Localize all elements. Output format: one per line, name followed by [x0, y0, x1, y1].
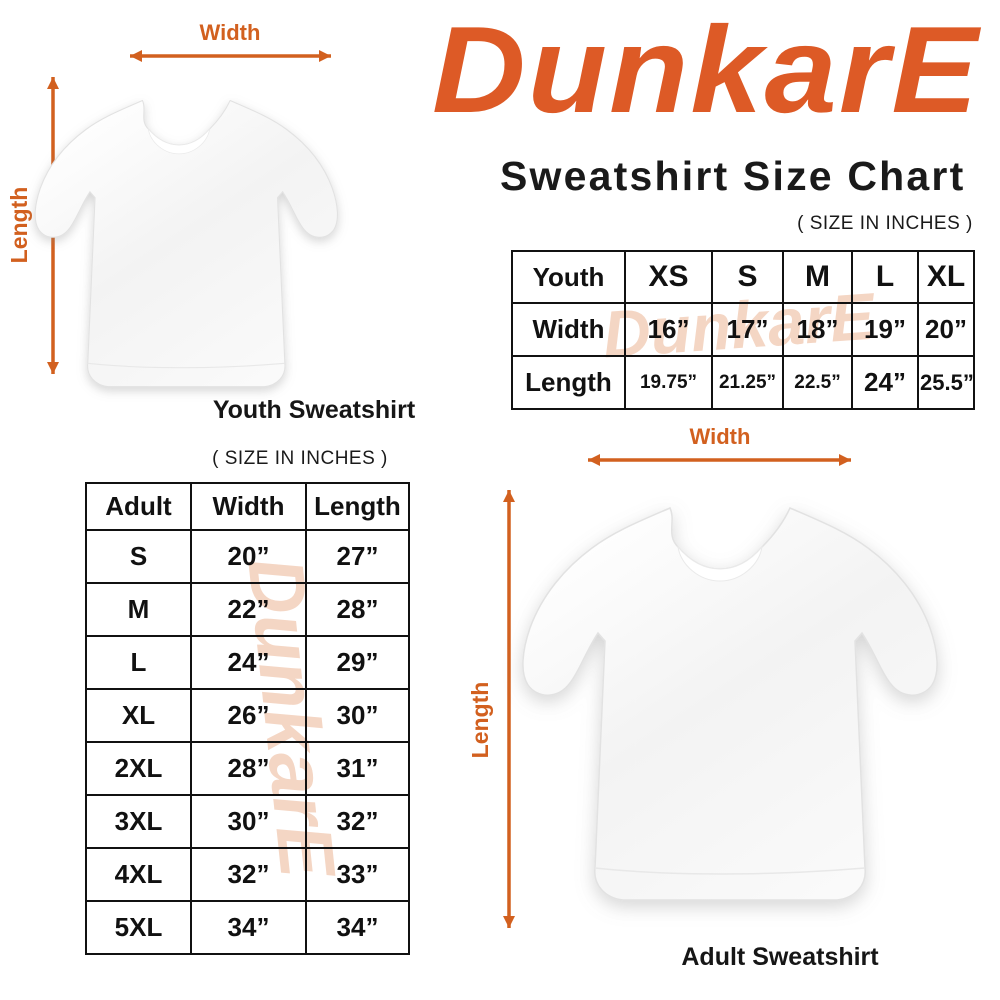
svg-text:DunkarE: DunkarE [432, 2, 982, 139]
svg-text:Width: Width [690, 424, 751, 449]
svg-text:Youth Sweatshirt: Youth Sweatshirt [213, 396, 416, 424]
svg-text:Length: Length [6, 187, 32, 264]
svg-text:Width: Width [200, 20, 261, 45]
svg-text:Length: Length [467, 682, 493, 759]
svg-text:Adult Sweatshirt: Adult Sweatshirt [681, 943, 879, 971]
